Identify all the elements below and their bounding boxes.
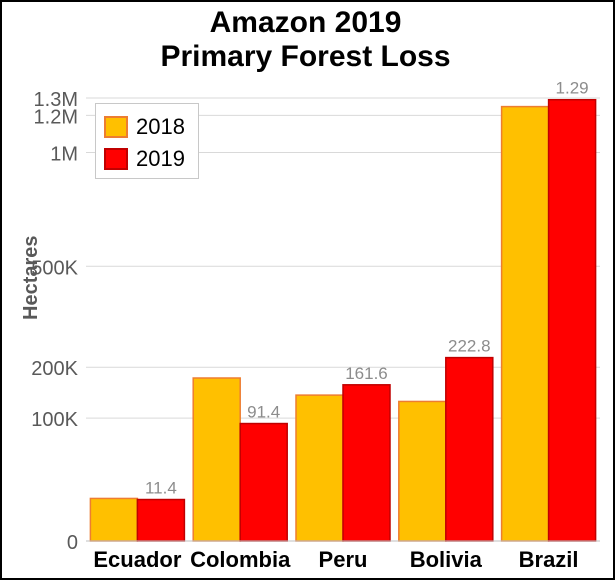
x-tick-label: Peru: [319, 547, 368, 572]
x-tick-label: Brazil: [519, 547, 579, 572]
chart-title: Amazon 2019 Primary Forest Loss: [0, 6, 611, 74]
legend-label-2018: 2018: [136, 114, 185, 139]
bar-2019-bolivia: [445, 356, 494, 542]
x-tick-label: Bolivia: [410, 547, 483, 572]
legend-swatch-2018: [104, 116, 128, 138]
x-tick-label: Colombia: [190, 547, 291, 572]
bar-2018-colombia: [192, 377, 241, 542]
bar-2019-brazil: [547, 98, 597, 542]
chart-title-line-2: Primary Forest Loss: [160, 40, 451, 73]
bar-2019-peru: [342, 384, 391, 542]
bar-2018-bolivia: [398, 400, 447, 542]
bar-2019-colombia: [239, 422, 288, 542]
y-tick-label: 1.3M: [34, 89, 78, 111]
y-tick-label: 0: [67, 532, 78, 554]
y-tick-label: 500K: [31, 257, 78, 279]
bar-2018-ecuador: [89, 497, 139, 542]
legend-label-2019: 2019: [136, 146, 185, 171]
data-label: 91.4: [247, 403, 280, 422]
y-tick-label: 100K: [31, 409, 78, 431]
data-label: 1.29: [556, 79, 589, 98]
data-label: 11.4: [145, 479, 177, 498]
legend: 2018 2019: [95, 103, 199, 179]
data-label: 161.6: [345, 364, 388, 383]
chart-title-line-1: Amazon 2019: [209, 6, 402, 39]
y-tick-label: 1M: [50, 143, 78, 165]
legend-swatch-2019: [104, 148, 128, 170]
y-tick-label: 1.2M: [34, 106, 78, 128]
y-tick-label: 200K: [31, 358, 78, 380]
x-tick-label: Ecuador: [93, 547, 181, 572]
data-label: 222.8: [448, 337, 491, 356]
bar-2018-brazil: [500, 105, 550, 542]
bar-2018-peru: [295, 394, 344, 542]
bar-2019-ecuador: [136, 498, 186, 542]
